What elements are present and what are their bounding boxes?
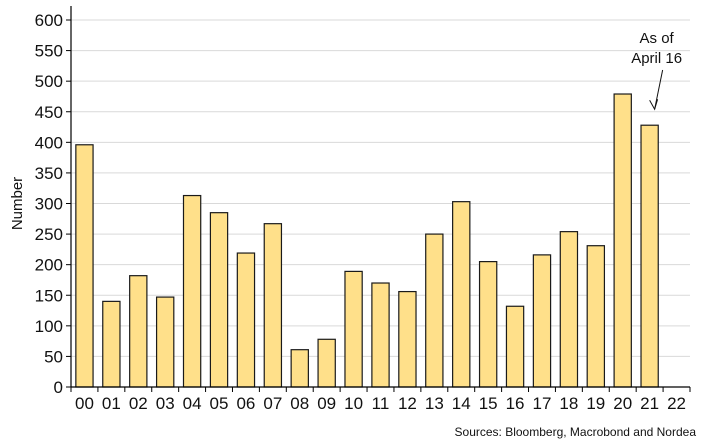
x-tick-label: 12 — [398, 394, 417, 413]
bars — [75, 93, 659, 388]
x-tick-label: 13 — [425, 394, 444, 413]
y-tick-label: 550 — [35, 42, 63, 61]
x-tick-label: 16 — [506, 394, 525, 413]
y-tick-label: 350 — [35, 164, 63, 183]
y-axis-ticks: 0 50 100 150 200 250 300 350 400 450 500 550 600 — [35, 11, 71, 397]
y-tick-label: 400 — [35, 133, 63, 152]
bar-00 — [75, 144, 94, 388]
x-tick-label: 04 — [183, 394, 202, 413]
x-tick-label: 11 — [372, 394, 390, 413]
bar-04 — [182, 194, 202, 388]
y-tick-label: 250 — [35, 225, 63, 244]
x-tick-label: 06 — [236, 394, 255, 413]
bar-10 — [344, 270, 363, 388]
y-tick-label: 150 — [35, 286, 63, 305]
bar-01 — [102, 300, 121, 388]
x-tick-label: 00 — [75, 394, 94, 413]
x-tick-label: 17 — [533, 394, 552, 413]
y-tick-label: 100 — [35, 317, 63, 336]
x-tick-label: 02 — [129, 394, 148, 413]
x-tick-label: 15 — [479, 394, 498, 413]
bar-03 — [155, 296, 175, 388]
annotation-line-2: April 16 — [631, 50, 682, 67]
x-axis-ticks: 00 01 02 03 04 05 06 07 08 09 10 11 12 13 14 15 16 17 18 19… — [70, 387, 691, 413]
y-tick-label: 200 — [35, 256, 63, 275]
y-tick-label: 50 — [44, 347, 63, 366]
y-tick-label: 500 — [35, 72, 63, 91]
bar-02 — [129, 275, 148, 388]
bar-07 — [263, 223, 283, 388]
bar-11 — [371, 282, 390, 388]
bar-20 — [613, 93, 632, 388]
y-axis-label: Number — [9, 177, 26, 230]
bar-19 — [586, 245, 606, 388]
annotation-line-1: As of — [640, 30, 675, 47]
annotation: As of April 16 — [631, 30, 682, 111]
x-tick-label: 10 — [344, 394, 363, 413]
bar-09 — [317, 338, 336, 388]
x-tick-label: 07 — [263, 394, 282, 413]
y-tick-label: 300 — [35, 195, 63, 214]
bar-18 — [559, 231, 579, 388]
x-tick-label: 20 — [613, 394, 632, 413]
x-tick-label: 18 — [559, 394, 578, 413]
annotation-arrow — [654, 69, 664, 110]
bar-05 — [209, 212, 229, 388]
x-tick-label: 09 — [317, 394, 336, 413]
x-tick-label: 05 — [210, 394, 229, 413]
x-tick-label: 19 — [586, 394, 605, 413]
y-tick-label: 0 — [54, 378, 63, 397]
x-tick-label: 03 — [156, 394, 175, 413]
bar-08 — [290, 349, 309, 388]
bar-06 — [236, 252, 256, 388]
bar-12 — [398, 290, 417, 388]
bar-21 — [640, 124, 659, 388]
annotation-arrowhead — [649, 99, 659, 111]
x-tick-label: 14 — [452, 394, 471, 413]
bar-13 — [425, 233, 444, 388]
y-tick-label: 450 — [35, 103, 63, 122]
x-tick-label: 21 — [640, 394, 659, 413]
bar-14 — [452, 201, 471, 388]
x-tick-label: 01 — [102, 394, 121, 413]
bar-15 — [478, 261, 498, 388]
source-note: Sources: Bloomberg, Macrobond and Nordea — [455, 425, 697, 439]
y-tick-label: 600 — [35, 11, 63, 30]
bar-16 — [505, 305, 525, 388]
x-tick-label: 08 — [290, 394, 309, 413]
x-tick-label: 22 — [667, 394, 686, 413]
bar-17 — [532, 254, 552, 388]
